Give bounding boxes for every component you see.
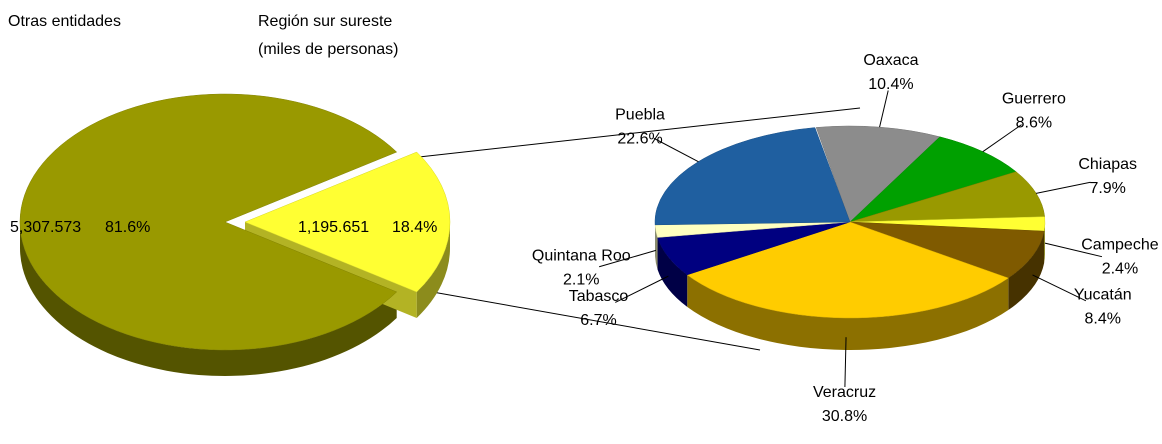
- category-label: Oaxaca: [863, 52, 918, 69]
- amount-label: 1,195.651: [298, 219, 369, 236]
- pie-side: [1044, 222, 1045, 264]
- leader-line: [844, 337, 847, 387]
- category-label: Veracruz: [813, 384, 876, 401]
- pie-slice: [654, 127, 851, 226]
- pie-slice: [849, 171, 1045, 223]
- pie-slice: [686, 221, 1009, 319]
- category-label: Chiapas: [1078, 156, 1137, 173]
- category-label: Tabasco: [569, 288, 629, 305]
- subtitle: (miles de personas): [258, 41, 399, 58]
- category-label: Quintana Roo: [532, 248, 631, 265]
- pie-side: [687, 274, 1009, 350]
- leader-line: [879, 90, 889, 128]
- connector-line: [409, 107, 861, 159]
- data-label: 8.4%: [1085, 310, 1121, 327]
- leader-line: [1035, 181, 1091, 194]
- leader-line: [1032, 274, 1087, 302]
- data-label: 10.4%: [868, 76, 913, 93]
- header: Otras entidades: [8, 13, 121, 30]
- pie-slice: [849, 221, 1045, 279]
- category-label: Yucatán: [1074, 286, 1132, 303]
- leader-line: [599, 249, 657, 268]
- data-label: 81.6%: [105, 219, 150, 236]
- leader-line: [1044, 242, 1103, 258]
- category-label: Campeche: [1081, 236, 1158, 253]
- category-label: Guerrero: [1002, 91, 1066, 108]
- data-label: 8.6%: [1016, 115, 1052, 132]
- header: Región sur sureste: [258, 13, 392, 30]
- pie-slice: [244, 151, 451, 293]
- data-label: 2.4%: [1102, 260, 1138, 277]
- pie-side: [20, 222, 397, 376]
- category-label: Puebla: [615, 106, 665, 123]
- data-label: 7.9%: [1089, 180, 1125, 197]
- pie-slice: [815, 125, 941, 223]
- pie-side: [657, 237, 688, 307]
- pie-slice: [19, 93, 398, 351]
- pie-side: [416, 222, 450, 318]
- data-label: 2.1%: [563, 272, 599, 289]
- connector-line: [409, 287, 761, 351]
- data-label: 22.6%: [617, 130, 662, 147]
- data-label: 18.4%: [392, 219, 437, 236]
- data-label: 6.7%: [580, 312, 616, 329]
- data-label: 30.8%: [822, 408, 867, 425]
- leader-line: [653, 137, 699, 163]
- amount-label: 5,307.573: [10, 219, 81, 236]
- leader-line: [982, 124, 1022, 153]
- leader-line: [615, 275, 669, 303]
- pie-side: [1008, 231, 1045, 311]
